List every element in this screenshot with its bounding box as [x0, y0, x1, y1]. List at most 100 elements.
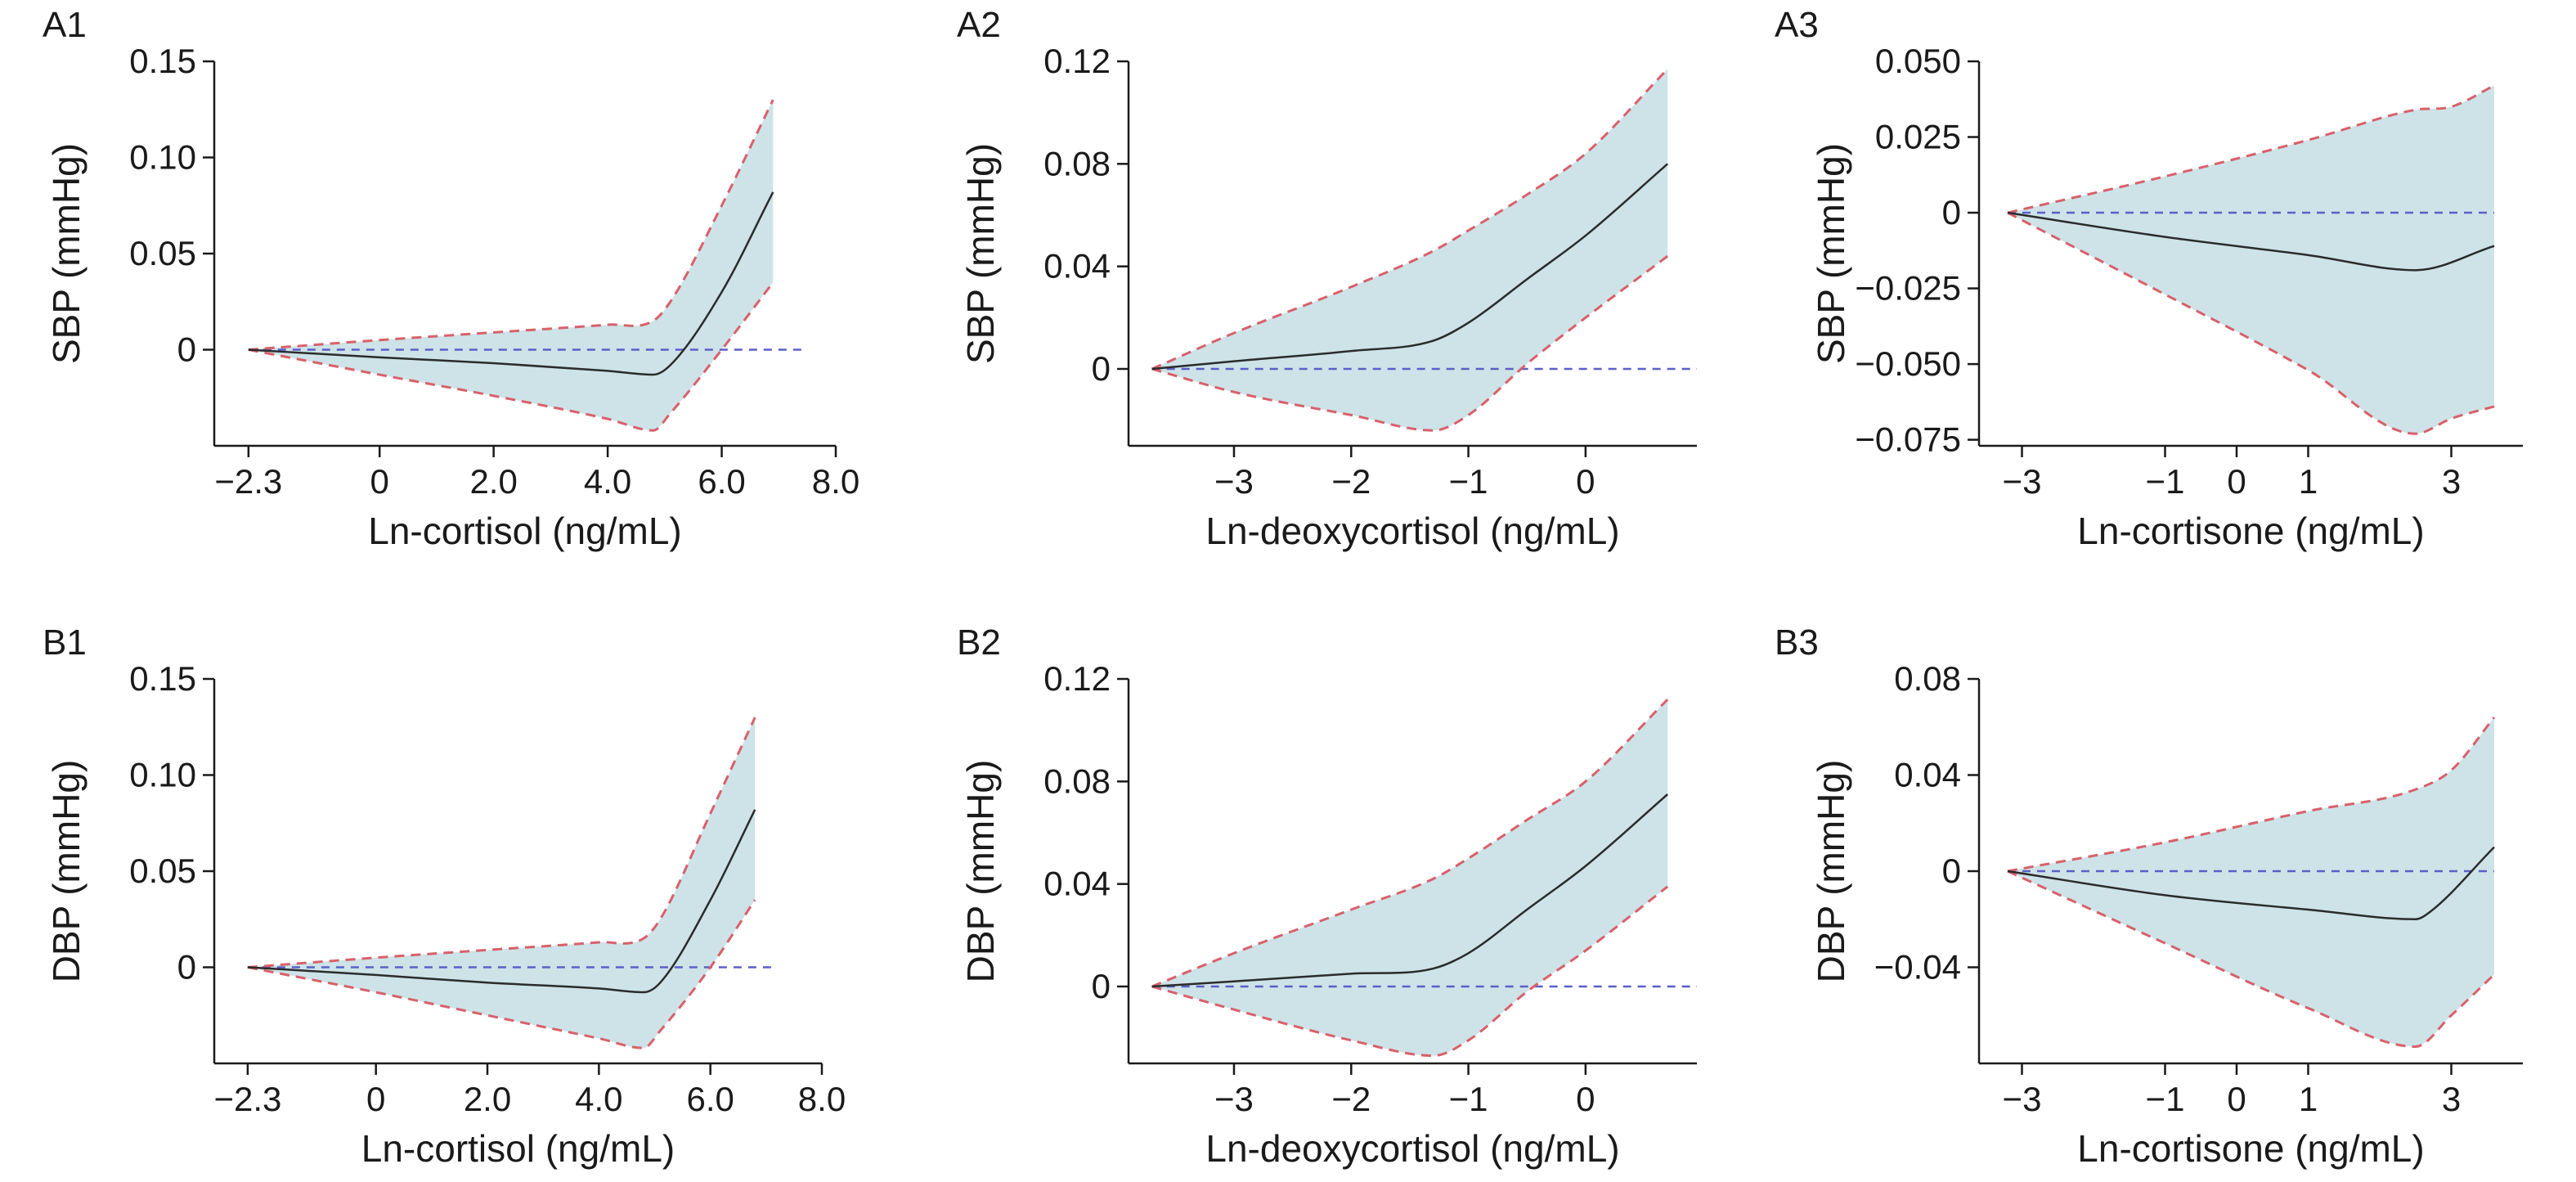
x-tick-label: 8.0	[812, 462, 859, 501]
estimate-line	[2007, 211, 2495, 272]
estimate-line	[247, 809, 756, 994]
y-tick-label: 0.15	[129, 42, 196, 80]
x-tick-label: 3	[2442, 462, 2461, 501]
x-tick-label: 2.0	[469, 462, 517, 501]
y-axis-title: DBP (mmHg)	[45, 760, 88, 983]
x-tick-label: −2.3	[214, 462, 282, 501]
panel-b2: 0 0.04 0.08 0.12 −3 −2 −1 0 Ln-deoxycortisol (ng…	[957, 622, 1697, 1170]
panel-b3: −0.04 0 0.04 0.08 −3 −1 0 1 3 Ln-cortisone (ng/mL…	[1775, 622, 2523, 1170]
panel-label: A2	[957, 5, 1001, 45]
x-tick-label: 8.0	[798, 1080, 846, 1118]
x-tick-label: −3	[1214, 462, 1254, 501]
y-axis-title: DBP (mmHg)	[959, 760, 1002, 983]
y-tick-label: 0	[1942, 852, 1961, 890]
y-tick-label: −0.025	[1855, 269, 1961, 308]
lower-ci-line	[1151, 254, 1669, 432]
estimate-line	[1151, 163, 1669, 371]
estimate-line	[248, 191, 774, 376]
y-tick-label: −0.075	[1855, 420, 1961, 459]
panel-a3: −0.075 −0.050 −0.025 0 0.025 0.050 −3 −1 0 1 3 Ln-c…	[1775, 5, 2523, 552]
x-axis-title: Ln-cortisone (ng/mL)	[2077, 510, 2424, 552]
x-tick-label: 6.0	[698, 462, 745, 501]
y-tick-label: 0.04	[1043, 247, 1111, 285]
confidence-band	[1151, 69, 1668, 431]
x-axis-title: Ln-cortisone (ng/mL)	[2077, 1127, 2424, 1170]
panel-label: B3	[1775, 622, 1819, 663]
confidence-band	[1151, 699, 1668, 1056]
x-tick-label: 0	[1576, 1080, 1595, 1118]
x-tick-label: 4.0	[584, 462, 631, 501]
y-tick-label: 0.15	[129, 659, 196, 698]
lower-ci-line	[2007, 211, 2495, 435]
lower-ci-line	[2007, 870, 2496, 1048]
y-tick-label: 0	[1092, 349, 1111, 388]
x-tick-label: 0	[1576, 462, 1595, 501]
confidence-band	[248, 100, 774, 431]
upper-ci-line	[248, 99, 774, 351]
y-axis-title: SBP (mmHg)	[959, 143, 1002, 364]
y-tick-label: 0.12	[1043, 42, 1111, 80]
estimate-line	[1151, 793, 1669, 988]
panel-label: B2	[957, 622, 1001, 663]
panel-a1: 0 0.05 0.10 0.15 −2.3 0 2.0 4.0 6.0 8.0 Ln-cortiso…	[43, 5, 859, 552]
x-tick-label: 2.0	[464, 1080, 511, 1118]
x-tick-label: 0	[370, 462, 389, 501]
y-tick-label: −0.04	[1874, 948, 1961, 986]
y-tick-label: 0.10	[129, 138, 196, 177]
y-axis-title: DBP (mmHg)	[1810, 760, 1852, 983]
upper-ci-line	[1151, 699, 1669, 988]
x-tick-label: −1	[2146, 1080, 2185, 1118]
lower-ci-line	[247, 899, 756, 1049]
y-tick-label: 0.025	[1875, 118, 1961, 156]
y-tick-label: 0.12	[1043, 659, 1111, 698]
y-tick-label: 0.04	[1894, 756, 1961, 794]
y-tick-label: 0.08	[1043, 762, 1111, 800]
y-tick-label: 0	[1942, 193, 1961, 231]
lower-ci-line	[1151, 885, 1669, 1058]
y-tick-label: 0.05	[129, 852, 196, 890]
y-tick-label: 0.04	[1043, 865, 1111, 903]
panel-label: A3	[1775, 5, 1819, 45]
y-tick-label: 0.050	[1875, 42, 1961, 80]
panel-label: B1	[43, 622, 87, 663]
panel-label: A1	[43, 5, 87, 45]
x-tick-label: 4.0	[575, 1080, 622, 1118]
confidence-band	[2008, 85, 2494, 434]
y-tick-label: 0.08	[1894, 659, 1961, 698]
upper-ci-line	[2007, 717, 2496, 873]
y-tick-label: 0.10	[129, 756, 196, 794]
x-tick-label: −2	[1331, 462, 1371, 501]
x-tick-label: 0	[2227, 1080, 2246, 1118]
x-tick-label: −3	[1214, 1080, 1254, 1118]
upper-ci-line	[247, 717, 756, 969]
x-tick-label: −1	[2146, 462, 2185, 501]
panel-b1: 0 0.05 0.10 0.15 −2.3 0 2.0 4.0 6.0 8.0 Ln-cortiso…	[43, 622, 846, 1170]
upper-ci-line	[1151, 68, 1669, 371]
x-tick-label: 1	[2299, 1080, 2318, 1118]
x-tick-label: 0	[2227, 462, 2246, 501]
lower-ci-line	[248, 281, 774, 432]
x-tick-label: −1	[1449, 462, 1488, 501]
x-tick-label: 3	[2442, 1080, 2461, 1118]
x-tick-label: 0	[366, 1080, 385, 1118]
y-tick-label: 0	[1092, 967, 1111, 1005]
y-tick-label: −0.050	[1855, 344, 1961, 383]
y-tick-label: 0.05	[129, 234, 196, 272]
confidence-band	[2008, 717, 2494, 1047]
x-tick-label: 6.0	[686, 1080, 734, 1118]
panel-a2: 0 0.04 0.08 0.12 −3 −2 −1 0 Ln-deoxycortisol (ng…	[957, 5, 1697, 552]
x-tick-label: −1	[1449, 1080, 1488, 1118]
y-tick-label: 0	[177, 330, 196, 369]
confidence-band	[247, 717, 756, 1049]
y-axis-title: SBP (mmHg)	[1810, 143, 1852, 364]
y-axis-title: SBP (mmHg)	[45, 143, 88, 364]
x-tick-label: −2.3	[213, 1080, 281, 1118]
x-tick-label: −2	[1331, 1080, 1371, 1118]
estimate-line	[2007, 846, 2495, 921]
x-tick-label: 1	[2299, 462, 2318, 501]
y-tick-label: 0.08	[1043, 144, 1111, 182]
x-axis-title: Ln-deoxycortisol (ng/mL)	[1205, 510, 1619, 552]
x-axis-title: Ln-cortisol (ng/mL)	[368, 510, 681, 552]
